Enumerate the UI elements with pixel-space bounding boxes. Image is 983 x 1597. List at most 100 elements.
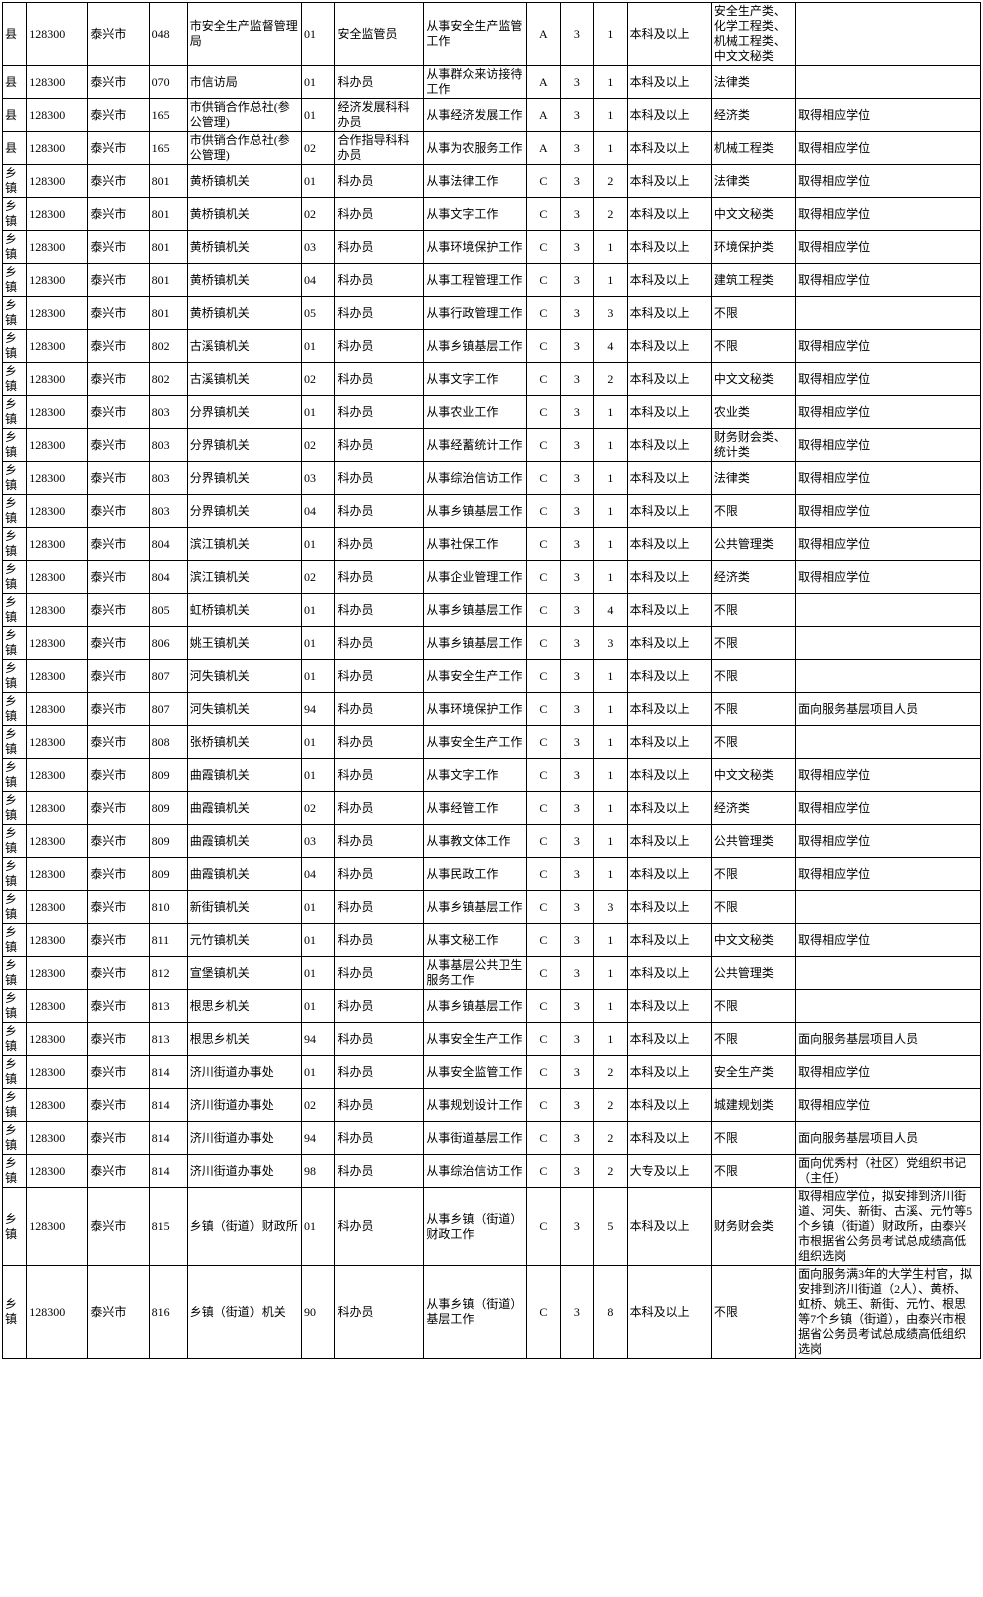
table-cell: 811 [149,924,187,957]
table-cell: 3 [560,990,593,1023]
table-cell: 01 [302,627,335,660]
table-cell: 3 [560,330,593,363]
table-cell: 01 [302,3,335,66]
table-cell: C [527,1155,560,1188]
table-cell: 01 [302,1056,335,1089]
table-cell: 01 [302,924,335,957]
table-cell: 128300 [27,924,88,957]
table-cell: 乡镇 [3,660,27,693]
table-cell: 3 [560,462,593,495]
table-cell: 科办员 [335,1266,424,1359]
table-cell: 科办员 [335,627,424,660]
table-cell: 814 [149,1089,187,1122]
table-cell: 科办员 [335,858,424,891]
table-cell: 泰兴市 [88,858,149,891]
table-cell: 01 [302,66,335,99]
table-cell: 不限 [711,297,795,330]
table-row: 乡镇128300泰兴市806姚王镇机关01科办员从事乡镇基层工作C33本科及以上… [3,627,981,660]
table-cell: 乡镇 [3,330,27,363]
table-cell: 乡镇 [3,1188,27,1266]
table-cell: C [527,792,560,825]
table-cell: 济川街道办事处 [187,1089,301,1122]
table-cell: 泰兴市 [88,693,149,726]
table-cell [796,66,981,99]
table-cell: 科办员 [335,726,424,759]
table-cell: 从事乡镇（街道）财政工作 [424,1188,527,1266]
table-cell: 乡镇 [3,561,27,594]
table-cell: 本科及以上 [627,396,711,429]
table-cell: 乡镇 [3,1023,27,1056]
table-cell: 3 [560,891,593,924]
table-cell: 128300 [27,1266,88,1359]
table-cell [796,891,981,924]
table-cell: 乡镇 [3,1155,27,1188]
table-cell: 本科及以上 [627,825,711,858]
table-cell: 98 [302,1155,335,1188]
table-cell: 3 [560,693,593,726]
table-cell: 取得相应学位 [796,792,981,825]
table-cell: 乡镇 [3,231,27,264]
table-row: 乡镇128300泰兴市807河失镇机关01科办员从事安全生产工作C31本科及以上… [3,660,981,693]
table-cell: 姚王镇机关 [187,627,301,660]
table-cell: 01 [302,330,335,363]
table-row: 乡镇128300泰兴市810新街镇机关01科办员从事乡镇基层工作C33本科及以上… [3,891,981,924]
table-cell: 本科及以上 [627,792,711,825]
table-cell: 128300 [27,132,88,165]
table-cell: 128300 [27,495,88,528]
table-row: 乡镇128300泰兴市811元竹镇机关01科办员从事文秘工作C31本科及以上中文… [3,924,981,957]
table-cell: 3 [560,297,593,330]
table-cell: 泰兴市 [88,462,149,495]
table-cell: C [527,990,560,1023]
table-cell: A [527,66,560,99]
table-cell: 1 [594,924,627,957]
table-cell: 3 [560,528,593,561]
table-cell: 本科及以上 [627,330,711,363]
table-cell: 科办员 [335,1155,424,1188]
table-cell: 1 [594,429,627,462]
table-cell: 科办员 [335,594,424,627]
table-cell: 3 [560,858,593,891]
table-cell: 1 [594,726,627,759]
table-cell: 科办员 [335,759,424,792]
table-cell: 本科及以上 [627,66,711,99]
table-cell: 乡镇 [3,1122,27,1155]
table-row: 乡镇128300泰兴市803分界镇机关03科办员从事综治信访工作C31本科及以上… [3,462,981,495]
table-cell: 安全生产类 [711,1056,795,1089]
table-cell: 03 [302,825,335,858]
table-cell: 01 [302,528,335,561]
table-row: 乡镇128300泰兴市802古溪镇机关02科办员从事文字工作C32本科及以上中文… [3,363,981,396]
table-row: 乡镇128300泰兴市804滨江镇机关01科办员从事社保工作C31本科及以上公共… [3,528,981,561]
table-cell: 3 [560,198,593,231]
table-cell: 泰兴市 [88,1155,149,1188]
table-cell: 市信访局 [187,66,301,99]
table-cell: 黄桥镇机关 [187,297,301,330]
table-cell: 3 [594,891,627,924]
table-cell: 128300 [27,66,88,99]
table-cell: C [527,693,560,726]
table-cell: 3 [560,1188,593,1266]
table-cell: 从事基层公共卫生服务工作 [424,957,527,990]
table-cell: 济川街道办事处 [187,1122,301,1155]
table-cell: 古溪镇机关 [187,363,301,396]
table-cell: 3 [560,3,593,66]
table-cell: 3 [560,594,593,627]
table-cell: 法律类 [711,66,795,99]
table-cell: 泰兴市 [88,330,149,363]
table-cell: 环境保护类 [711,231,795,264]
table-cell: 809 [149,792,187,825]
table-cell: 128300 [27,891,88,924]
table-cell: 法律类 [711,462,795,495]
table-cell: 01 [302,165,335,198]
table-cell: 城建规划类 [711,1089,795,1122]
table-row: 乡镇128300泰兴市803分界镇机关01科办员从事农业工作C31本科及以上农业… [3,396,981,429]
table-cell: 本科及以上 [627,990,711,1023]
table-cell: 128300 [27,330,88,363]
table-cell: 乡镇（街道）财政所 [187,1188,301,1266]
table-row: 乡镇128300泰兴市814济川街道办事处98科办员从事综治信访工作C32大专及… [3,1155,981,1188]
table-cell: 1 [594,990,627,1023]
table-cell: 面向服务基层项目人员 [796,1023,981,1056]
table-cell: 813 [149,990,187,1023]
table-cell: C [527,1188,560,1266]
table-cell: 泰兴市 [88,759,149,792]
table-cell: 泰兴市 [88,495,149,528]
